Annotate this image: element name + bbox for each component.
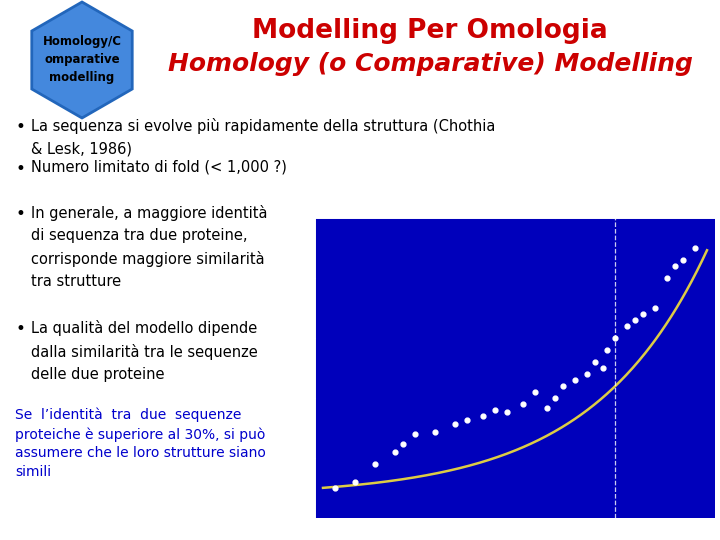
Point xyxy=(329,484,341,492)
Point xyxy=(462,415,473,424)
Point xyxy=(490,406,501,414)
Point xyxy=(670,262,681,271)
Point xyxy=(598,363,609,372)
Text: In generale, a maggiore identità
di sequenza tra due proteine,
corrisponde maggi: In generale, a maggiore identità di sequ… xyxy=(31,205,268,289)
Point xyxy=(529,388,541,396)
Text: simili: simili xyxy=(15,465,51,479)
Text: •: • xyxy=(15,160,25,178)
Point xyxy=(661,274,672,282)
Point xyxy=(541,403,553,412)
Point xyxy=(689,244,701,252)
Point xyxy=(581,370,593,379)
Text: •: • xyxy=(15,320,25,338)
X-axis label: % di residui identici nel core proteico: % di residui identici nel core proteico xyxy=(436,539,593,540)
Text: La qualità del modello dipende
dalla similarità tra le sequenze
delle due protei: La qualità del modello dipende dalla sim… xyxy=(31,320,258,382)
Point xyxy=(409,430,420,438)
Text: La sequenza si evolve più rapidamente della struttura (Chothia
& Lesk, 1986): La sequenza si evolve più rapidamente de… xyxy=(31,118,495,156)
Point xyxy=(449,420,461,429)
Point xyxy=(349,478,361,487)
Point xyxy=(369,460,381,468)
Text: Se  l’identità  tra  due  sequenze: Se l’identità tra due sequenze xyxy=(15,408,241,422)
Point xyxy=(557,382,569,390)
Point xyxy=(429,427,441,436)
Text: proteiche è superiore al 30%, si può: proteiche è superiore al 30%, si può xyxy=(15,427,266,442)
Point xyxy=(637,309,649,318)
Point xyxy=(649,303,661,312)
Polygon shape xyxy=(32,2,132,118)
Point xyxy=(589,357,600,366)
Point xyxy=(501,408,513,417)
Point xyxy=(609,334,621,342)
Text: Numero limitato di fold (< 1,000 ?): Numero limitato di fold (< 1,000 ?) xyxy=(31,160,287,175)
Text: Modelling Per Omologia: Modelling Per Omologia xyxy=(252,18,608,44)
Point xyxy=(678,255,689,264)
Point xyxy=(517,400,528,408)
Y-axis label: r.m.s.d.tra atomi della catena principale del core: r.m.s.d.tra atomi della catena principal… xyxy=(284,283,290,453)
Point xyxy=(397,439,409,448)
Point xyxy=(477,411,489,420)
Text: •: • xyxy=(15,118,25,136)
Point xyxy=(570,376,581,384)
Text: Homology/C
omparative
modelling: Homology/C omparative modelling xyxy=(42,36,122,84)
Point xyxy=(601,346,613,354)
Point xyxy=(390,448,401,456)
Point xyxy=(549,394,561,402)
Text: assumere che le loro strutture siano: assumere che le loro strutture siano xyxy=(15,446,266,460)
Point xyxy=(621,322,633,330)
Point xyxy=(629,316,641,325)
Text: Homology (o Comparative) Modelling: Homology (o Comparative) Modelling xyxy=(168,52,693,76)
Text: •: • xyxy=(15,205,25,223)
